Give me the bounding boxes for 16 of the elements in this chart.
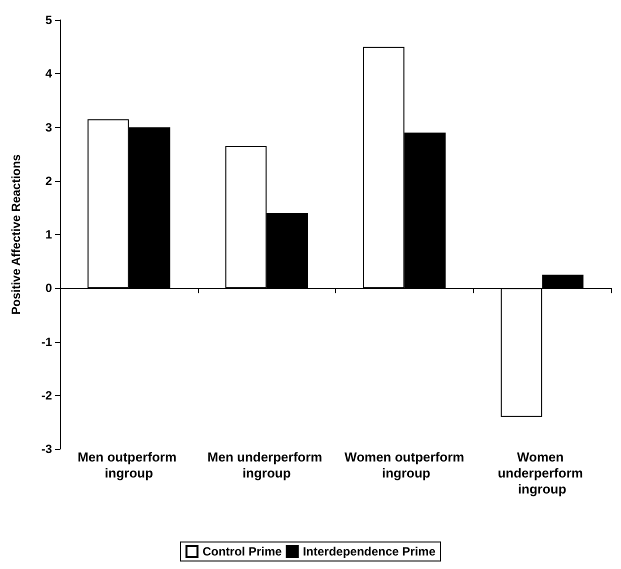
y-tick-label: 4 <box>45 66 52 81</box>
y-tick-label: -2 <box>41 388 52 402</box>
legend-label: Interdependence Prime <box>302 544 436 558</box>
legend-label: Control Prime <box>202 544 282 558</box>
y-tick-label: -3 <box>41 442 52 456</box>
y-tick-label: 1 <box>45 228 52 242</box>
x-tick-label: Men outperform ingroup <box>78 450 180 480</box>
y-tick-label: 2 <box>45 174 52 188</box>
x-tick-label: Men underperform ingroup <box>207 450 326 480</box>
y-tick-label: -1 <box>41 334 52 349</box>
y-tick-label: 0 <box>45 281 52 296</box>
y-tick-label: 5 <box>45 13 52 27</box>
x-tick-label: Women outperform ingroup <box>344 450 464 480</box>
y-tick-label: 3 <box>45 120 52 134</box>
y-axis-title: Positive Affective Reactions <box>9 154 23 315</box>
x-tick-label: Women underperform ingroup <box>498 450 587 496</box>
